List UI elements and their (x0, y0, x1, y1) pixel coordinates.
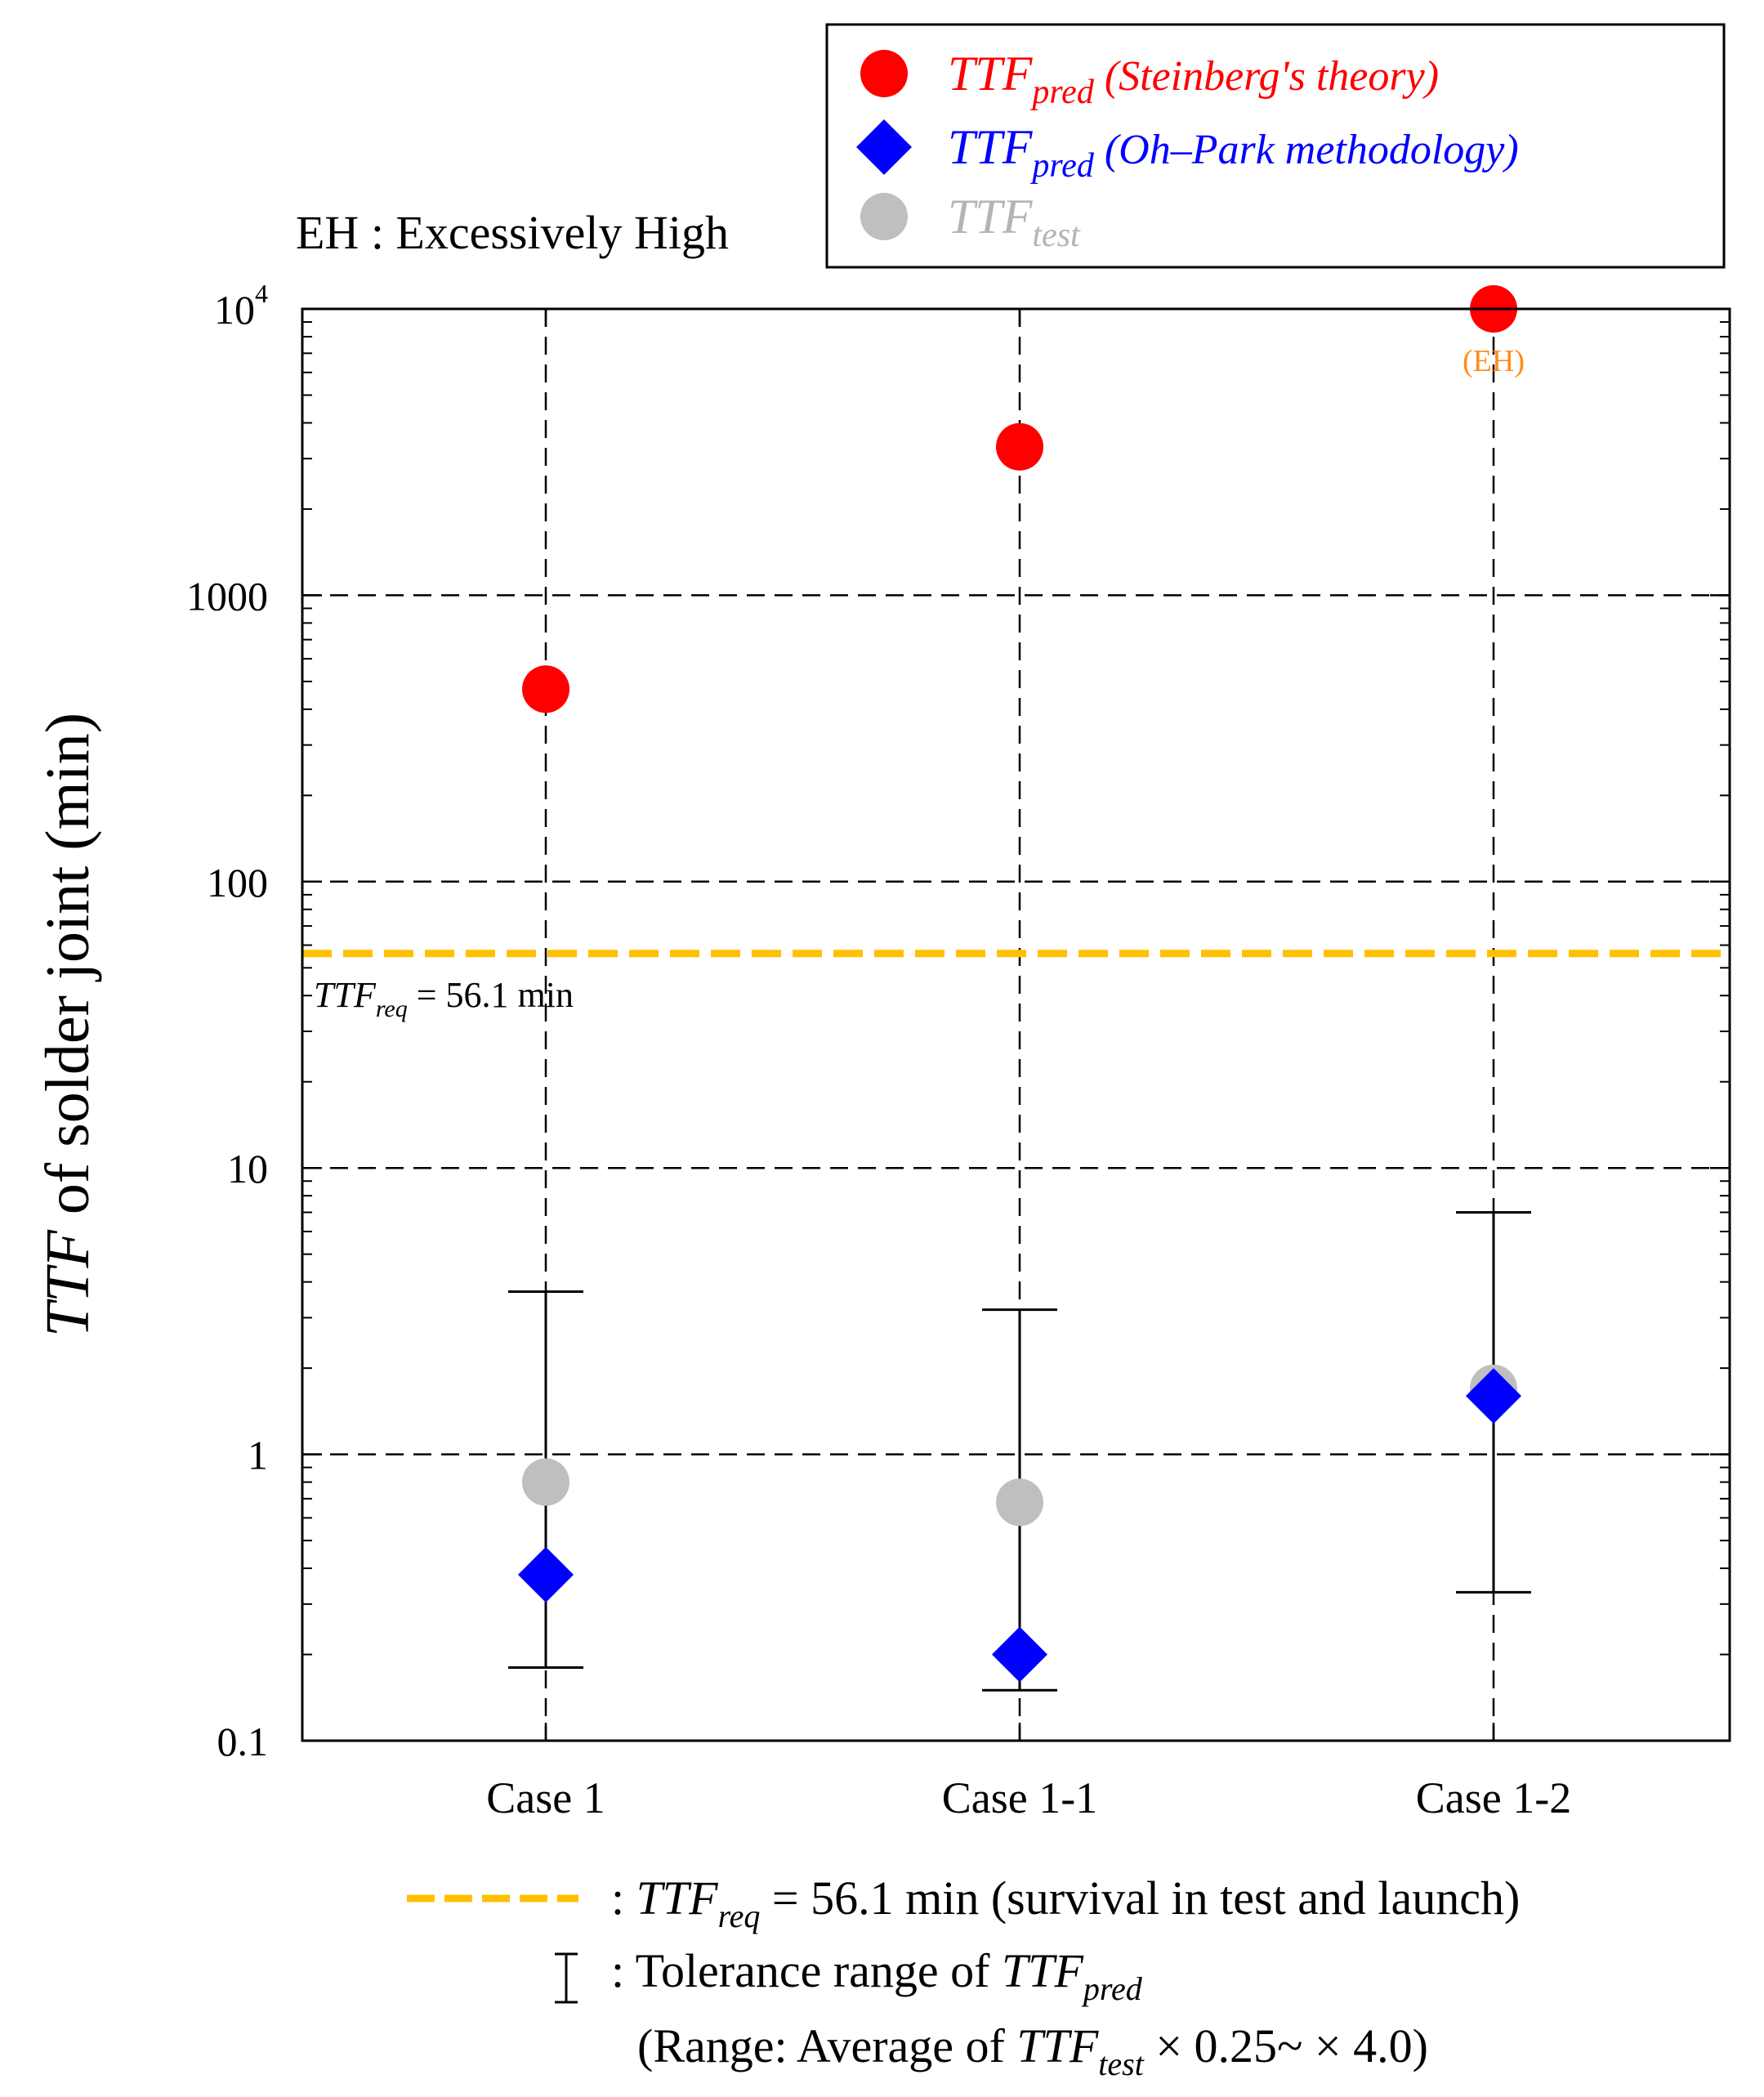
plot-frame (301, 307, 1731, 1742)
series-0-point (996, 423, 1043, 471)
y-tick-label: 0.1 (217, 1719, 269, 1764)
y-tick-label: 104 (214, 279, 268, 333)
y-tick-label: 1 (248, 1433, 268, 1478)
legend-marker (860, 193, 908, 240)
series-2-point (996, 1478, 1043, 1527)
x-tick-label: Case 1 (486, 1773, 605, 1822)
legend-label: TTFpred (Oh–Park methodology) (948, 120, 1519, 185)
note-range-text: : Tolerance range of TTFpred (611, 1944, 1143, 2007)
series-1-point (1466, 1368, 1521, 1424)
eh-point-annotation: (EH) (1463, 344, 1525, 378)
legend-box (825, 23, 1726, 269)
eh-legend-text: EH : Excessively High (296, 206, 729, 259)
series-2-point (522, 1458, 569, 1506)
legend-label: TTFpred (Steinberg's theory) (948, 47, 1439, 111)
series-1-point (992, 1626, 1047, 1683)
legend-marker (860, 50, 908, 97)
note-range-detail: (Range: Average of TTFtest × 0.25~ × 4.0… (637, 2019, 1428, 2082)
reference-line-label: TTFreq = 56.1 min (314, 975, 574, 1022)
legend-marker (856, 119, 912, 175)
y-tick-label: 1000 (186, 573, 268, 619)
y-axis-label: TTF of solder joint (min) (33, 713, 102, 1337)
y-tick-label: 100 (207, 860, 268, 905)
legend-label: TTFtest (948, 190, 1081, 254)
series-0-point (522, 665, 569, 713)
series-1-point (518, 1546, 574, 1603)
x-tick-label: Case 1-1 (942, 1773, 1097, 1822)
y-tick-label-sup: 4 (255, 279, 268, 308)
x-tick-label: Case 1-2 (1416, 1773, 1571, 1822)
y-tick-label: 10 (227, 1146, 268, 1192)
note-line-text: : TTFreq = 56.1 min (survival in test an… (611, 1871, 1520, 1934)
